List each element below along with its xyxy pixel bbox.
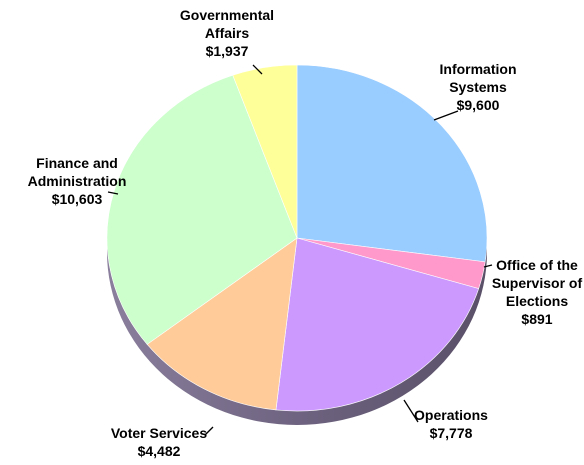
leader-line-operations: [403, 399, 419, 423]
slice-value-label: $891: [521, 311, 552, 327]
pie-labels: Information Systems $9,600 Office of the Sup…: [28, 7, 583, 459]
pie-slice-information-systems: [296, 64, 488, 263]
slice-value-label: $10,603: [52, 191, 103, 207]
slice-label-line: Elections: [506, 293, 568, 309]
slice-value-label: $7,778: [430, 425, 473, 441]
leader-line-office-of-the-supervisor-of-elections: [483, 264, 493, 268]
slice-label-line: Information: [440, 61, 517, 77]
slice-label-line: Supervisor of: [492, 275, 583, 291]
slice-label-line: Finance and: [36, 155, 118, 171]
slice-label-governmental-affairs: Governmental Affairs $1,937: [180, 7, 274, 59]
pie-slice-operations: [275, 237, 480, 412]
slice-label-line: Affairs: [205, 25, 250, 41]
slice-label-finance-and-administration: Finance and Administration $10,603: [28, 155, 127, 207]
leader-line-governmental-affairs: [252, 64, 263, 75]
slice-label-operations: Operations $7,778: [414, 407, 488, 441]
slice-label-voter-services: Voter Services $4,482: [111, 425, 207, 459]
pie-slice-finance-and-administration: [106, 74, 298, 345]
pie-leader-lines: [107, 64, 493, 436]
slice-label-line: Governmental: [180, 7, 274, 23]
slice-label-office-of-the-supervisor-of-elections: Office of the Supervisor of Elections $891: [492, 257, 583, 327]
pie-slice-governmental-affairs: [232, 64, 298, 239]
pie-slice-voter-services: [146, 237, 298, 411]
leader-line-information-systems: [433, 110, 459, 121]
leader-line-finance-and-administration: [107, 191, 119, 195]
slice-label-line: Office of the: [496, 257, 578, 273]
slice-label-line: Administration: [28, 173, 127, 189]
pie-slices: [106, 64, 488, 412]
slice-label-line: Operations: [414, 407, 488, 423]
slice-label-line: Systems: [449, 79, 507, 95]
leader-line-voter-services: [204, 426, 214, 436]
slice-label-information-systems: Information Systems $9,600: [440, 61, 517, 113]
slice-label-line: Voter Services: [111, 425, 207, 441]
slice-value-label: $4,482: [138, 443, 181, 459]
slice-value-label: $9,600: [457, 97, 500, 113]
slice-value-label: $1,937: [206, 43, 249, 59]
